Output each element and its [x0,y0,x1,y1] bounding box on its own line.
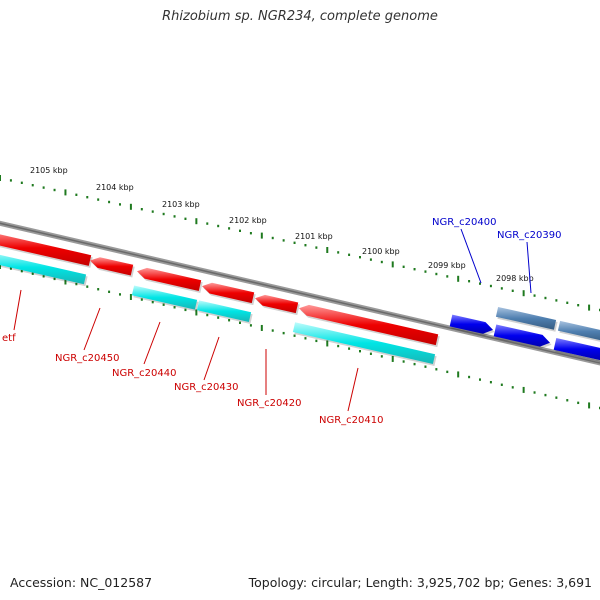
label-leader [13,289,22,331]
feature-body [557,320,600,341]
forward-gene-label-1: NGR_c20390 [497,230,562,241]
feature-body [292,322,436,364]
gene-ngr-c20450 [90,257,135,278]
gene-ngr-c20420 [255,294,300,316]
coordinate-label-3: 2102 kbp [229,216,267,225]
label-leader [526,241,532,294]
genome-backbone-core [0,222,600,364]
cds-ngr-c20440 [131,285,199,312]
coordinate-label-7: 2098 kbp [496,274,534,283]
label-leader [347,367,359,412]
label-leader [143,321,161,365]
forward-gene-label-0: NGR_c20400 [432,217,497,228]
feature-body [137,267,202,292]
cds-ngr-c20430 [196,300,253,324]
gene-label-2: NGR_c20440 [112,368,177,379]
gene-ngr-c20440 [137,267,203,294]
gene-etf [0,234,93,268]
cds-next-forward [557,320,600,342]
feature-body [299,304,439,346]
cds-ngr-c20410 [292,322,437,366]
feature-body [495,306,557,330]
feature-body [553,338,600,361]
label-leader [203,336,220,381]
feature-body [449,314,493,334]
gene-label-3: NGR_c20430 [174,382,239,393]
gene-ngr-c20430 [202,282,256,306]
gene-ngr-c20410 [299,304,440,348]
gene-ngr-c20390 [493,324,552,349]
gene-next-forward [553,338,600,362]
genome-title: Rhizobium sp. NGR234, complete genome [162,9,438,24]
coordinate-label-0: 2105 kbp [30,166,68,175]
gene-ngr-c20400 [449,314,495,336]
topology-text: Topology: circular; Length: 3,925,702 bp… [248,575,592,590]
label-leader [83,307,101,351]
cds-ngr-c20390 [495,306,558,332]
feature-body [202,282,255,304]
inner-coordinate-ring [0,263,600,410]
feature-body [90,257,134,276]
coordinate-label-4: 2101 kbp [295,232,333,241]
coordinate-label-5: 2100 kbp [362,247,400,256]
feature-body [255,294,299,314]
gene-label-0: etf [2,333,16,344]
gene-label-4: NGR_c20420 [237,398,302,409]
feature-body [196,300,252,322]
coordinate-label-6: 2099 kbp [428,261,466,270]
gene-label-5: NGR_c20410 [319,415,384,426]
gene-label-1: NGR_c20450 [55,353,120,364]
cds-etf [0,254,88,287]
feature-body [493,324,550,347]
feature-body [131,285,198,310]
accession-text: Accession: NC_012587 [10,575,153,590]
feature-body [0,254,87,285]
coordinate-label-2: 2103 kbp [162,200,200,209]
coordinate-label-1: 2104 kbp [96,183,134,192]
label-leader [460,228,482,284]
outer-coordinate-ring [0,175,600,312]
feature-body [0,234,92,266]
